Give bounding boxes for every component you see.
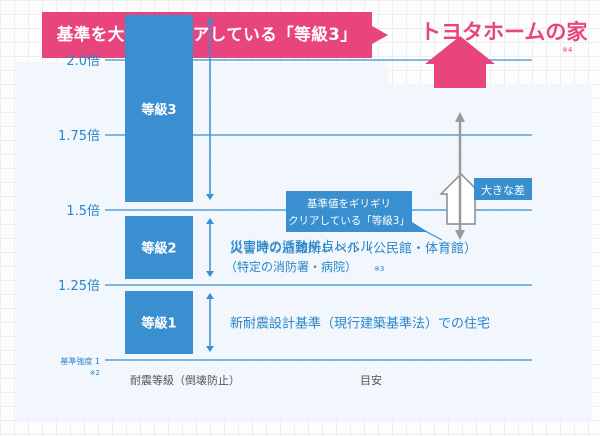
- description-line: 災害時の活動拠点レベル: [230, 239, 373, 255]
- description-line: 災害時の避難所レベル（公民館・体育館）: [230, 241, 477, 257]
- range-arrow-head-up: [206, 17, 214, 23]
- callout-pointer: [411, 223, 443, 241]
- gap-label-box: [474, 178, 532, 200]
- description-line: 新耐震設計基準（現行建築基準法）での住宅: [230, 316, 490, 332]
- y-tick-label: 基準強度 1: [60, 356, 100, 366]
- gap-arrow-head-up: [455, 112, 465, 122]
- range-arrow-head-down: [206, 271, 214, 277]
- x-axis-label: 耐震等級（倒壊防止）: [130, 373, 240, 387]
- description-line: （特定の消防署・病院）: [225, 259, 357, 274]
- bar-1: [125, 291, 193, 354]
- brand-name: トヨタホームの家: [420, 20, 588, 44]
- bar-label: 等級2: [140, 241, 176, 257]
- range-arrow-head-down: [206, 194, 214, 200]
- y-tick-label: 1.25倍: [58, 279, 100, 294]
- bar-3: [125, 15, 193, 202]
- gap-label: 大きな差: [481, 183, 525, 197]
- range-arrow-head-up: [206, 293, 214, 299]
- description-note: ※3: [374, 265, 384, 273]
- y-tick-label: 2.0倍: [66, 54, 100, 69]
- callout-line: 基準値をギリギリ: [307, 197, 391, 210]
- y-tick-label: 1.75倍: [58, 129, 100, 144]
- gap-arrow-head-down: [455, 230, 465, 240]
- bar-label: 等級1: [140, 316, 176, 332]
- y-tick-label: 1.5倍: [66, 204, 100, 219]
- range-arrow-head-down: [206, 346, 214, 352]
- bar-label: 等級3: [140, 102, 176, 118]
- brand-note: ※4: [562, 46, 573, 54]
- y-tick-note: ※2: [90, 369, 100, 377]
- callout-line: クリアしている「等級3」: [288, 214, 410, 227]
- callout-box: [286, 191, 428, 232]
- x-axis-label: 目安: [360, 373, 382, 387]
- range-arrow-head-up: [206, 218, 214, 224]
- toyota-house-icon: [425, 36, 495, 88]
- bar-2: [125, 216, 193, 279]
